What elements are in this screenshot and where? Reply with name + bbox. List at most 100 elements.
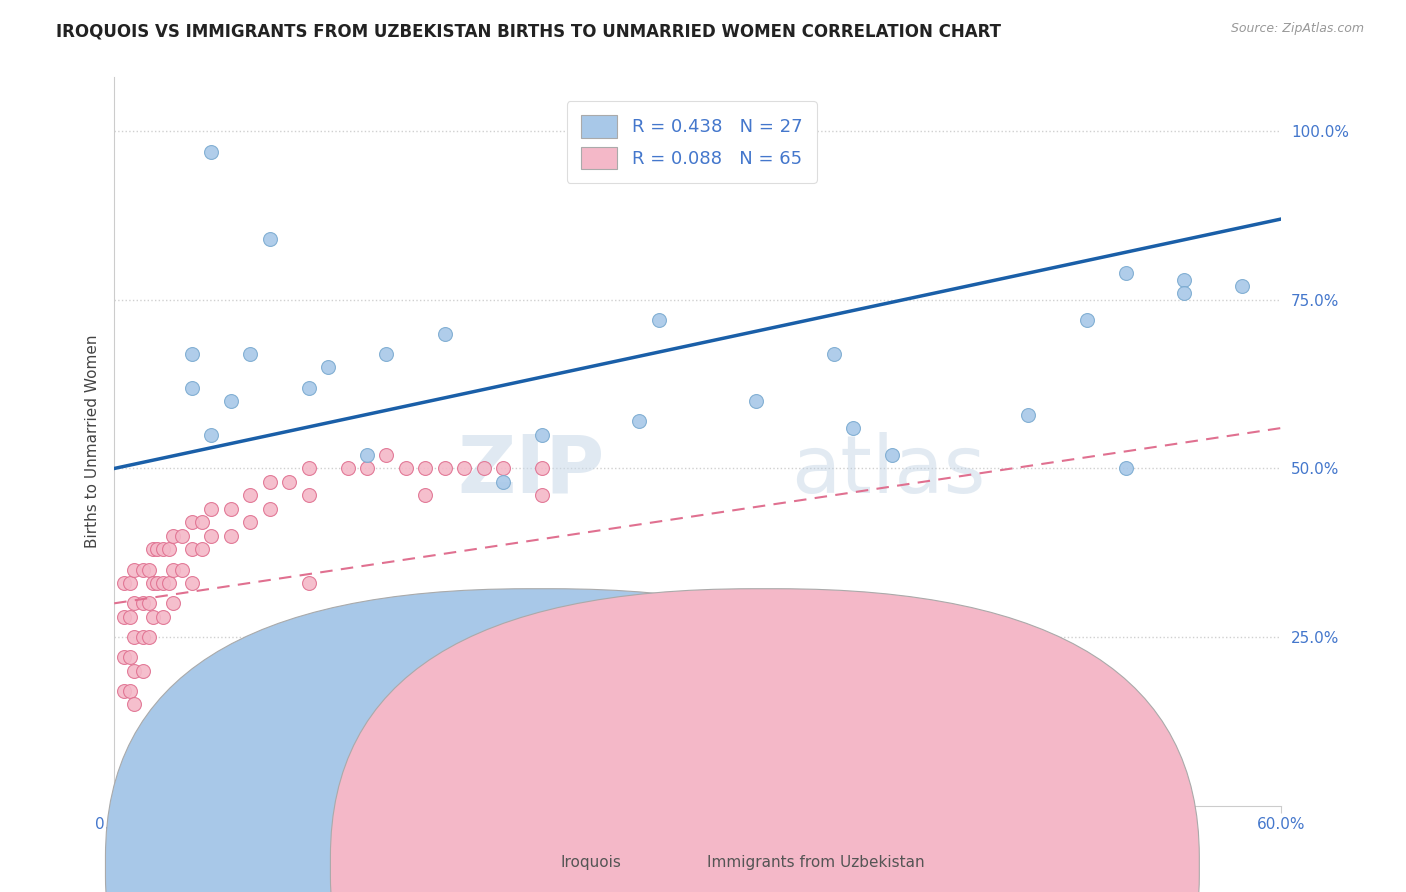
Point [138, 596, 160, 610]
Point [298, 461, 321, 475]
Point [132, 563, 155, 577]
Point [152, 542, 174, 557]
Point [142, 609, 165, 624]
Point [118, 684, 141, 698]
Point [745, 394, 768, 409]
Point [1076, 313, 1098, 327]
Point [122, 630, 145, 644]
Point [415, 488, 437, 502]
Point [157, 576, 180, 591]
Point [1230, 279, 1253, 293]
Point [122, 698, 145, 712]
Point [1173, 273, 1195, 287]
Point [162, 563, 184, 577]
Point [157, 542, 180, 557]
Point [118, 609, 141, 624]
Point [190, 516, 212, 530]
Point [239, 488, 262, 502]
Point [200, 427, 222, 442]
Text: atlas: atlas [792, 432, 986, 509]
Point [112, 576, 135, 591]
Point [219, 502, 242, 516]
Point [181, 381, 204, 395]
Point [200, 145, 222, 159]
Text: IROQUOIS VS IMMIGRANTS FROM UZBEKISTAN BIRTHS TO UNMARRIED WOMEN CORRELATION CHA: IROQUOIS VS IMMIGRANTS FROM UZBEKISTAN B… [56, 22, 1001, 40]
Point [531, 488, 554, 502]
Point [219, 529, 242, 543]
Point [531, 427, 554, 442]
Point [122, 563, 145, 577]
Point [138, 630, 160, 644]
Point [122, 596, 145, 610]
Point [472, 461, 495, 475]
Point [162, 596, 184, 610]
Point [415, 461, 437, 475]
Point [142, 576, 165, 591]
Y-axis label: Births to Unmarried Women: Births to Unmarried Women [86, 334, 100, 549]
Point [181, 516, 204, 530]
Point [181, 542, 204, 557]
Point [132, 630, 155, 644]
Point [648, 313, 671, 327]
Point [132, 664, 155, 678]
Point [239, 347, 262, 361]
Point [181, 576, 204, 591]
Text: Immigrants from Uzbekistan: Immigrants from Uzbekistan [707, 855, 924, 870]
Text: Source: ZipAtlas.com: Source: ZipAtlas.com [1230, 22, 1364, 36]
Point [492, 475, 515, 489]
Point [132, 596, 155, 610]
Text: ZIP: ZIP [457, 432, 605, 509]
Point [172, 563, 194, 577]
Point [1115, 461, 1137, 475]
Point [112, 609, 135, 624]
Point [395, 461, 418, 475]
Point [453, 461, 475, 475]
Point [298, 381, 321, 395]
Point [200, 529, 222, 543]
Point [152, 576, 174, 591]
Point [531, 461, 554, 475]
Point [118, 576, 141, 591]
Point [433, 326, 456, 341]
Point [259, 475, 281, 489]
Point [181, 347, 204, 361]
Point [122, 664, 145, 678]
Point [138, 563, 160, 577]
Point [162, 529, 184, 543]
Point [356, 461, 378, 475]
Point [298, 576, 321, 591]
Point [112, 650, 135, 665]
Point [842, 421, 865, 435]
Point [142, 542, 165, 557]
Point [628, 414, 651, 428]
Point [146, 542, 169, 557]
Text: Iroquois: Iroquois [560, 855, 621, 870]
Point [336, 461, 359, 475]
Point [316, 360, 339, 375]
Point [882, 448, 904, 462]
Point [298, 488, 321, 502]
Point [375, 347, 398, 361]
Point [112, 684, 135, 698]
Point [190, 542, 212, 557]
Point [172, 529, 194, 543]
Point [239, 516, 262, 530]
Point [336, 609, 359, 624]
Legend: R = 0.438   N = 27, R = 0.088   N = 65: R = 0.438 N = 27, R = 0.088 N = 65 [567, 101, 817, 183]
Point [219, 394, 242, 409]
Point [1115, 266, 1137, 280]
Point [278, 475, 301, 489]
Point [200, 502, 222, 516]
Point [118, 650, 141, 665]
Point [492, 461, 515, 475]
Point [356, 448, 378, 462]
Point [433, 461, 456, 475]
Point [1173, 286, 1195, 301]
Point [823, 347, 845, 361]
Point [152, 609, 174, 624]
Point [1017, 408, 1039, 422]
Point [259, 502, 281, 516]
Point [259, 232, 281, 246]
Point [146, 576, 169, 591]
Point [375, 448, 398, 462]
